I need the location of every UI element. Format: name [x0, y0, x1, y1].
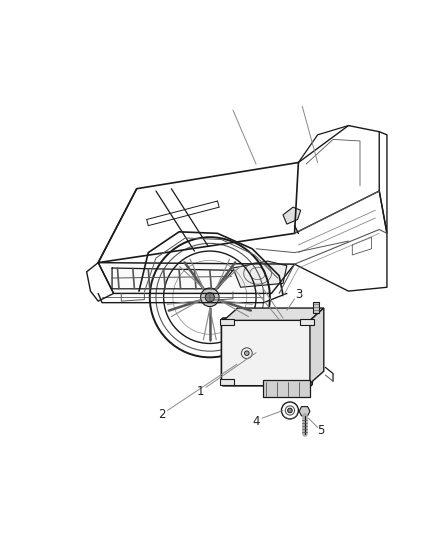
Text: 1: 1: [197, 385, 205, 398]
Circle shape: [201, 288, 219, 306]
FancyBboxPatch shape: [313, 302, 319, 313]
Circle shape: [288, 408, 292, 413]
Text: 5: 5: [317, 424, 325, 437]
FancyBboxPatch shape: [220, 379, 234, 385]
Polygon shape: [233, 261, 287, 287]
Text: 2: 2: [159, 408, 166, 421]
Text: 4: 4: [252, 415, 260, 428]
Polygon shape: [310, 308, 324, 384]
Circle shape: [205, 293, 215, 302]
FancyBboxPatch shape: [262, 381, 310, 398]
FancyBboxPatch shape: [220, 319, 234, 325]
Polygon shape: [299, 407, 310, 416]
Polygon shape: [283, 207, 301, 224]
FancyBboxPatch shape: [221, 318, 312, 386]
Text: 3: 3: [295, 288, 302, 302]
Circle shape: [244, 351, 249, 356]
Polygon shape: [224, 308, 324, 320]
Polygon shape: [98, 263, 294, 294]
FancyBboxPatch shape: [300, 319, 314, 325]
